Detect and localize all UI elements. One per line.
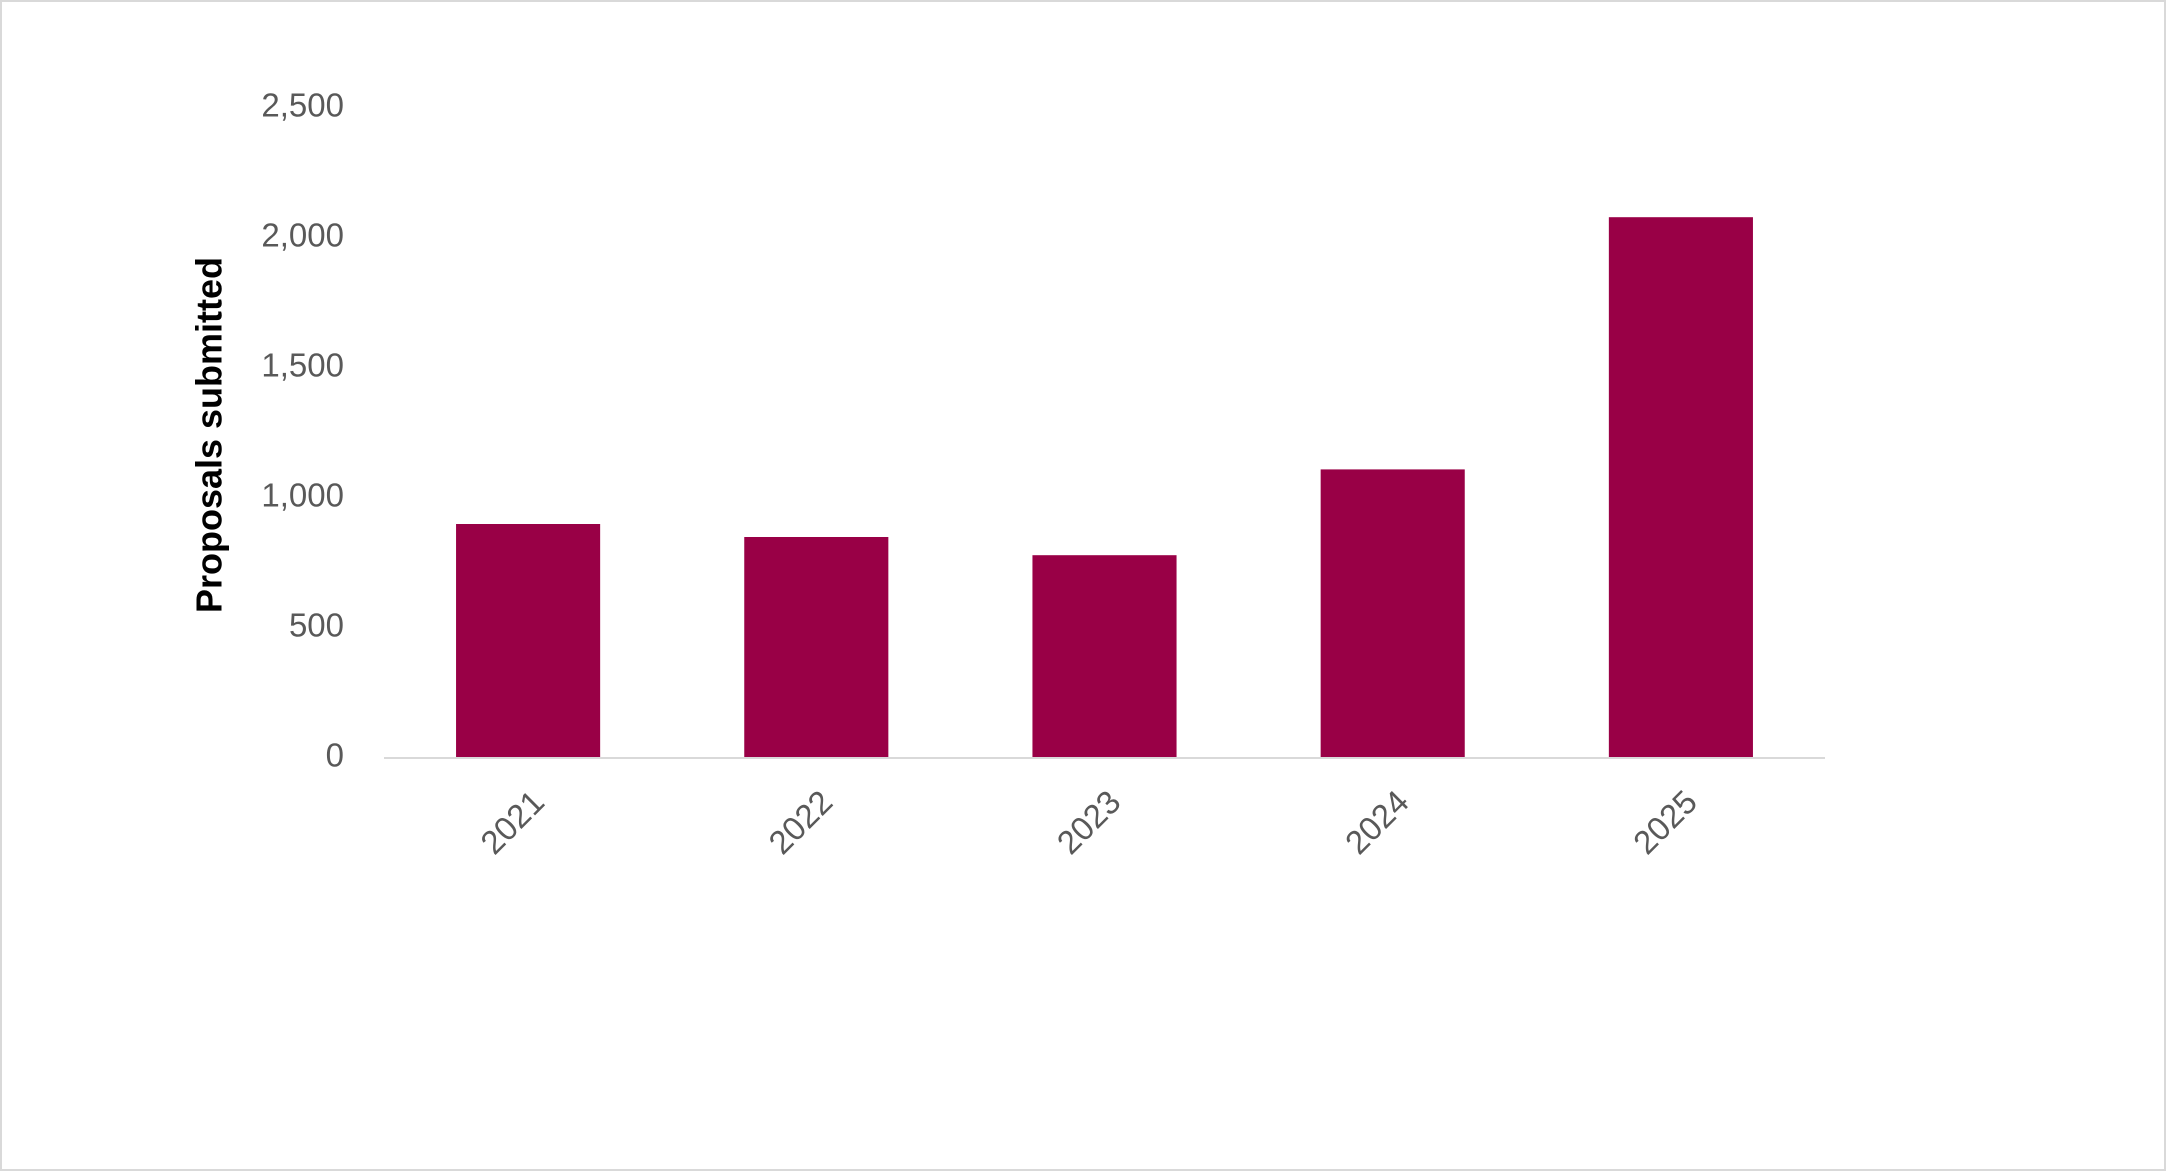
y-tick-label: 500 xyxy=(289,607,344,644)
y-tick-label: 0 xyxy=(326,737,344,774)
y-tick-label: 1,000 xyxy=(261,477,344,514)
y-axis-title: Proposals submitted xyxy=(189,257,230,613)
y-tick-label: 2,500 xyxy=(261,87,344,124)
bar xyxy=(1608,217,1753,758)
y-tick-label: 2,000 xyxy=(261,217,344,254)
bar xyxy=(744,537,889,758)
bar xyxy=(1320,469,1465,758)
bar xyxy=(1032,555,1177,758)
y-tick-label: 1,500 xyxy=(261,347,344,384)
bar xyxy=(456,524,601,758)
